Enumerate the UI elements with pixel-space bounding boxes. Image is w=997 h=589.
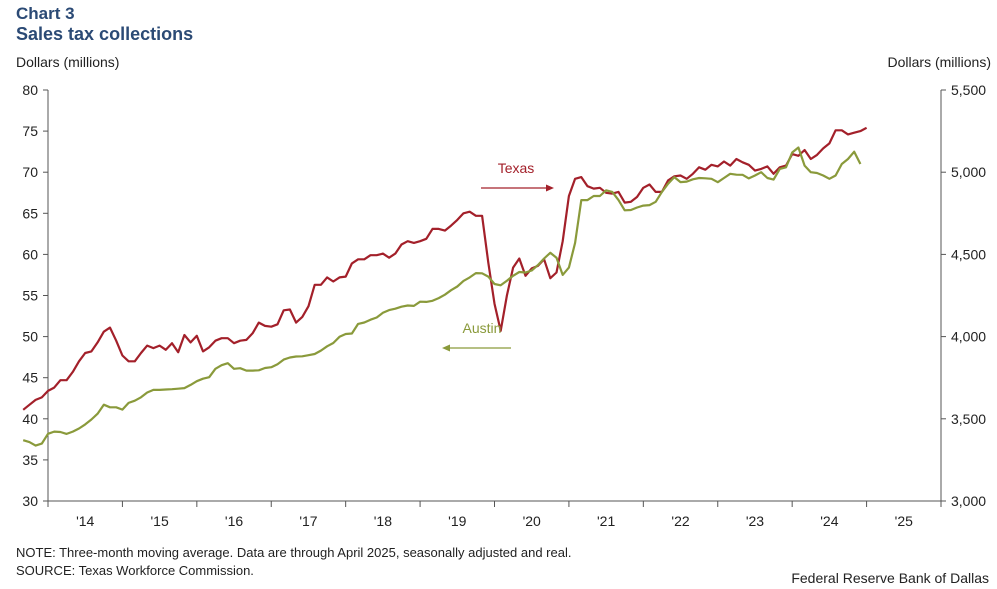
right-y-tick-label: 5,500 (951, 82, 986, 98)
x-tick-label: '18 (374, 513, 392, 529)
left-y-tick-label: 70 (22, 164, 38, 180)
x-tick-label: '19 (448, 513, 466, 529)
x-tick-label: '17 (299, 513, 317, 529)
left-y-tick-label: 80 (22, 82, 38, 98)
chart-source: SOURCE: Texas Workforce Commission. (16, 563, 254, 578)
left-y-tick-label: 35 (22, 452, 38, 468)
series-line-austin (22, 146, 862, 447)
chart-annotations: Texas Austin (442, 160, 554, 352)
left-y-tick-label: 60 (22, 246, 38, 262)
left-y-tick-label: 50 (22, 329, 38, 345)
right-y-tick-label: 3,000 (951, 493, 986, 509)
left-y-tick-label: 45 (22, 370, 38, 386)
series-line-texas (22, 126, 868, 411)
chart-label: Chart 3 (16, 4, 75, 23)
left-y-tick-label: 65 (22, 205, 38, 221)
chart-note: NOTE: Three-month moving average. Data a… (16, 545, 572, 560)
annotation-austin-arrowhead (442, 344, 450, 352)
x-tick-label: '16 (225, 513, 243, 529)
annotation-austin-label: Austin (463, 320, 502, 336)
right-y-tick-label: 4,500 (951, 246, 986, 262)
x-tick-label: '25 (895, 513, 913, 529)
x-tick-label: '24 (820, 513, 838, 529)
x-tick-label: '15 (151, 513, 169, 529)
x-tick-label: '21 (597, 513, 615, 529)
x-tick-label: '20 (523, 513, 541, 529)
annotation-texas-label: Texas (498, 160, 535, 176)
chart-axes: 30 35 40 45 50 55 60 65 70 75 80 3,000 3,500 4,000 4,5… (22, 82, 986, 529)
x-tick-label: '23 (746, 513, 764, 529)
right-y-tick-label: 3,500 (951, 411, 986, 427)
chart-series (22, 126, 868, 447)
x-tick-label: '22 (671, 513, 689, 529)
left-y-tick-label: 75 (22, 123, 38, 139)
chart-credit: Federal Reserve Bank of Dallas (791, 570, 989, 586)
chart-title: Sales tax collections (16, 24, 194, 44)
right-axis-unit: Dollars (millions) (887, 54, 991, 70)
x-tick-label: '14 (76, 513, 94, 529)
left-y-tick-label: 55 (22, 288, 38, 304)
left-y-tick-label: 30 (22, 493, 38, 509)
left-y-tick-label: 40 (22, 411, 38, 427)
right-y-tick-label: 5,000 (951, 164, 986, 180)
right-y-tick-label: 4,000 (951, 329, 986, 345)
left-axis-unit: Dollars (millions) (16, 54, 120, 70)
annotation-texas-arrowhead (546, 184, 554, 192)
